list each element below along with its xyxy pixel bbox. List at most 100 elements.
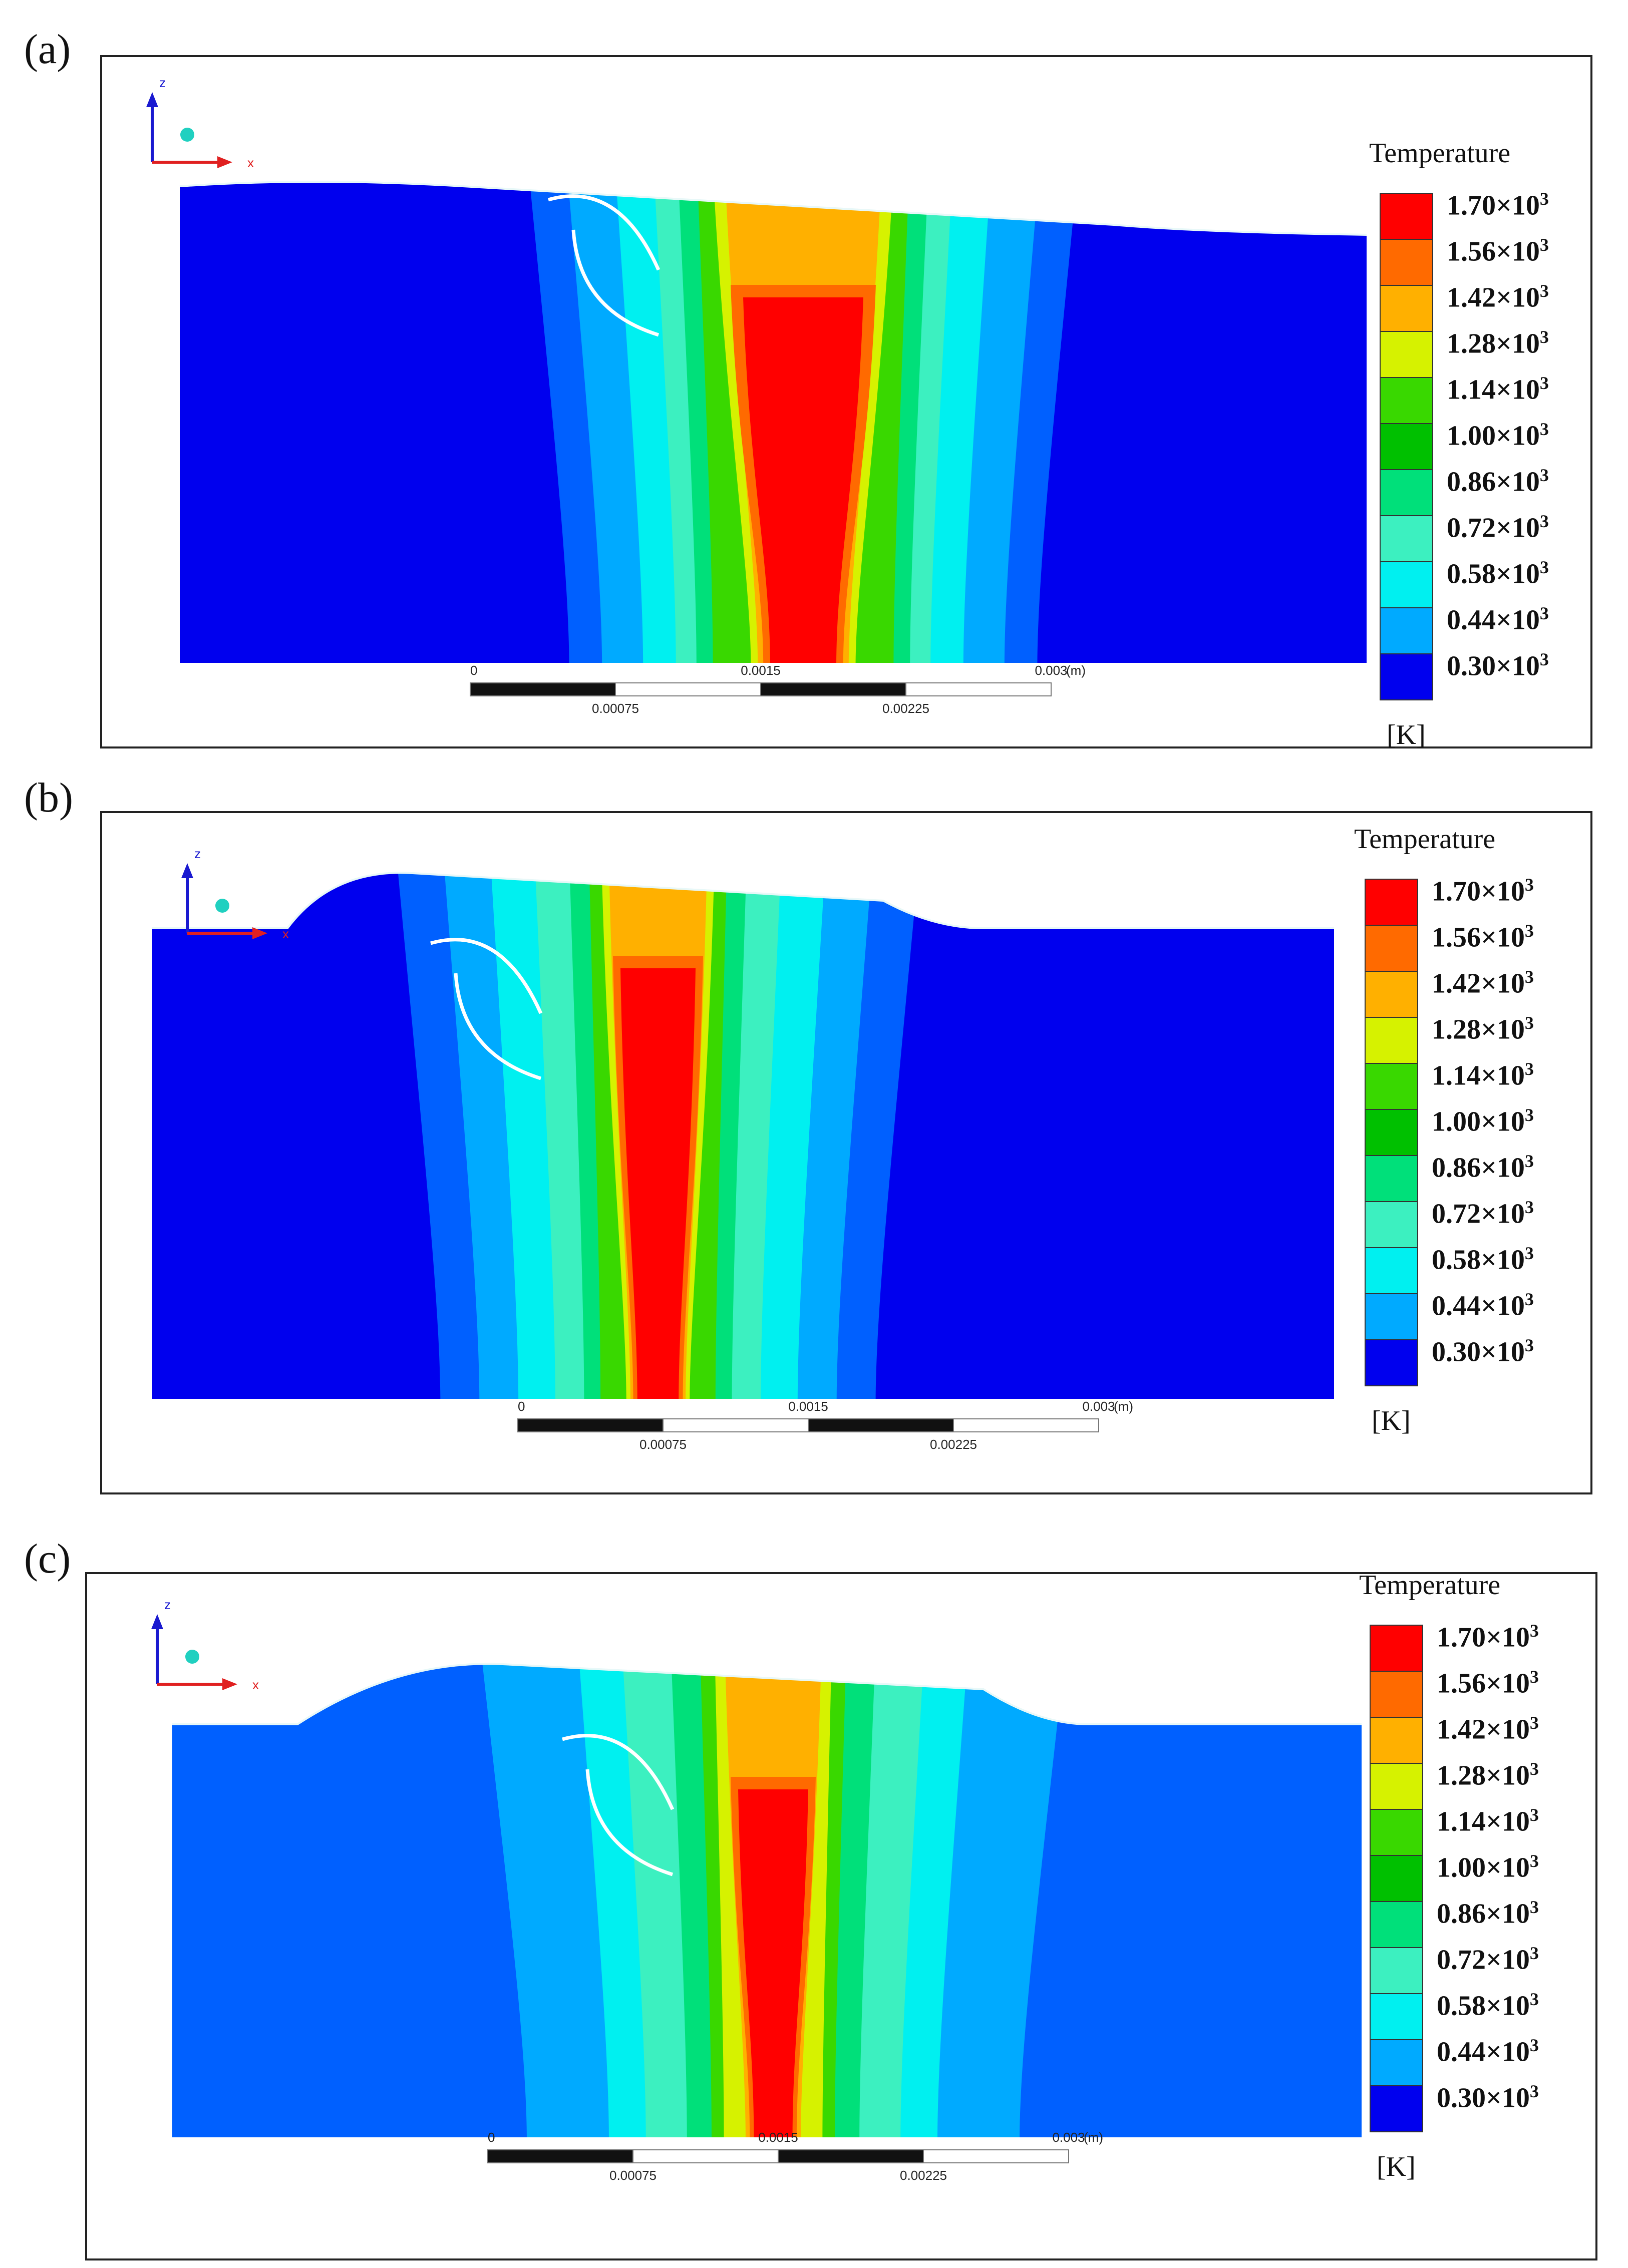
legend-tick-label: 1.56×103 (1432, 921, 1534, 953)
x-axis-label: x (252, 1677, 259, 1692)
legend-swatch (1370, 2085, 1423, 2132)
legend-swatch (1365, 1155, 1418, 1202)
legend-swatch (1380, 423, 1433, 470)
surface-line (172, 1663, 1362, 1725)
legend-swatch (1370, 1809, 1423, 1856)
legend-tick-label: 1.14×103 (1437, 1805, 1539, 1837)
legend-swatch (1370, 1763, 1423, 1810)
flow-arrows (548, 194, 661, 337)
legend-tick-label: 1.14×103 (1432, 1059, 1534, 1091)
legend-tick-label: 0.58×103 (1447, 557, 1549, 590)
legend-swatch (1365, 925, 1418, 972)
scale-tick-label: 0.0015 (758, 2130, 798, 2145)
contour-plot: zx 0 0.0015 0.003(m)0.00075 0.00225 (146, 75, 1367, 716)
legend-tick-label: 0.72×103 (1432, 1197, 1534, 1230)
scale-tick-label: 0.00225 (930, 1437, 977, 1452)
legend-swatch (1370, 1901, 1423, 1948)
temperature-field (152, 873, 1334, 1399)
legend-color-bar (1365, 879, 1418, 1386)
scale-tick-label: 0.00225 (882, 701, 929, 716)
legend-tick-label: 0.86×103 (1447, 465, 1549, 498)
legend-swatch (1370, 1855, 1423, 1902)
scale-bar: 0 0.0015 0.003(m) 0.00075 0.00225 (487, 2130, 1103, 2183)
legend-color-bar (1370, 1625, 1423, 2132)
panel-label-b: (b) (24, 775, 73, 821)
temperature-band (743, 297, 863, 663)
z-axis-label: z (194, 846, 201, 861)
legend-tick-label: 0.58×103 (1432, 1243, 1534, 1276)
legend-tick-label: 1.42×103 (1447, 281, 1549, 313)
legend-swatch (1380, 377, 1433, 424)
temperature-band (620, 968, 696, 1399)
legend-swatch (1380, 653, 1433, 700)
contour-plot: zx0 0.0015 0.003(m)0.00075 0.00225 (152, 846, 1334, 1452)
panel-c-frame: z x 0 0.0015 0.003 (m) 0.00075 0.00225 Temperatu… (85, 1570, 1597, 2260)
legend-swatch (1380, 561, 1433, 608)
legend-swatch (1380, 193, 1433, 240)
legend-swatch (1370, 1625, 1423, 1672)
temperature-field (180, 182, 1367, 663)
legend-tick-label: 0.30×103 (1447, 649, 1549, 682)
legend-swatch (1380, 607, 1433, 654)
legend-tick-label: 1.14×103 (1447, 373, 1549, 406)
legend-swatch (1365, 1109, 1418, 1156)
x-axis-label: x (282, 926, 289, 941)
legend-tick-label: 0.58×103 (1437, 1989, 1539, 2022)
flow-arrows (562, 1734, 675, 1876)
legend-color-bar (1380, 193, 1433, 700)
legend-swatch (1365, 879, 1418, 926)
legend-swatch (1380, 331, 1433, 378)
scale-tick-label: 0 (518, 1399, 525, 1414)
legend-title: Temperature (1359, 1570, 1501, 1601)
legend-swatch (1380, 285, 1433, 332)
legend-tick-label: 0.30×103 (1432, 1335, 1534, 1368)
legend-swatch (1370, 1947, 1423, 1994)
temperature-field (172, 1664, 1362, 2138)
legend-swatch (1370, 1717, 1423, 1764)
legend-title: Temperature (1369, 138, 1511, 169)
legend-swatch (1365, 1063, 1418, 1110)
legend-tick-label: 1.28×103 (1447, 327, 1549, 359)
panel-a-frame: z x 0 0.0015 0.003 (m) 0.00075 0.00225 Temperatu… (100, 55, 1592, 750)
legend-tick-label: 0.72×103 (1447, 511, 1549, 544)
temperature-band (738, 1789, 808, 2138)
legend-tick-label: 1.56×103 (1447, 235, 1549, 267)
legend-swatch (1370, 2039, 1423, 2086)
z-axis-label: z (164, 1597, 171, 1612)
legend-swatch (1370, 1993, 1423, 2040)
legend-tick-label: 0.86×103 (1437, 1897, 1539, 1930)
legend-tick-label: 0.86×103 (1432, 1151, 1534, 1184)
contour-plot: zx0 0.0015 0.003(m)0.00075 0.00225 (151, 1597, 1362, 2183)
legend-unit: [K] (1387, 719, 1426, 750)
scale-tick-label: 0.003 (1082, 1399, 1115, 1414)
legend-tick-label: 1.28×103 (1437, 1759, 1539, 1791)
legend-tick-label: 1.00×103 (1447, 419, 1549, 452)
legend-swatch (1365, 1017, 1418, 1064)
scale-unit: (m) (1084, 2130, 1103, 2145)
legend-swatch (1365, 1201, 1418, 1248)
legend-tick-label: 1.70×103 (1447, 189, 1549, 221)
panel-b-frame: z x 0 0.0015 0.003 (m) 0.00075 0.00225 Temperatu… (100, 811, 1592, 1494)
scale-bar: 0 0.0015 0.003(m) 0.00075 0.00225 (470, 663, 1086, 716)
legend-swatch (1380, 515, 1433, 562)
legend-swatch (1370, 1671, 1423, 1718)
z-axis-label: z (159, 75, 166, 90)
scale-bar: 0 0.0015 0.003(m) 0.00075 0.00225 (517, 1399, 1133, 1452)
surface-line (179, 181, 1367, 236)
legend-unit: [K] (1377, 2151, 1416, 2182)
legend-tick-label: 0.44×103 (1437, 2035, 1539, 2068)
legend-tick-label: 0.30×103 (1437, 2081, 1539, 2114)
scale-tick-label: 0.003 (1052, 2130, 1085, 2145)
legend-swatch (1365, 971, 1418, 1018)
legend-title: Temperature (1354, 824, 1496, 855)
legend-tick-label: 1.70×103 (1437, 1621, 1539, 1653)
axis-triad: zx (146, 75, 254, 170)
flow-arrows (430, 938, 543, 1080)
scale-tick-label: 0.003 (1035, 663, 1067, 678)
legend-tick-label: 1.42×103 (1437, 1713, 1539, 1745)
panel-label-c: (c) (24, 1536, 71, 1582)
legend-tick-label: 0.72×103 (1437, 1943, 1539, 1976)
axis-triad: zx (151, 1597, 259, 1692)
legend-tick-label: 0.44×103 (1432, 1289, 1534, 1322)
scale-tick-label: 0.0015 (788, 1399, 828, 1414)
